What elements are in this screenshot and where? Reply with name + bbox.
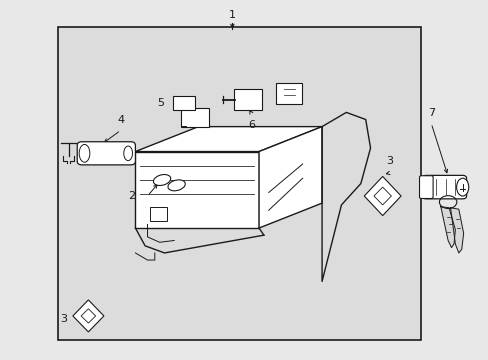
Polygon shape	[73, 300, 103, 332]
Text: 7: 7	[427, 108, 434, 118]
Polygon shape	[135, 127, 322, 152]
FancyBboxPatch shape	[180, 108, 209, 127]
Ellipse shape	[167, 180, 185, 191]
FancyBboxPatch shape	[422, 175, 466, 199]
Ellipse shape	[123, 146, 132, 161]
Polygon shape	[364, 176, 400, 216]
FancyBboxPatch shape	[77, 142, 135, 165]
Ellipse shape	[153, 175, 170, 185]
Text: 2: 2	[128, 191, 135, 201]
Bar	[58, 27, 421, 340]
Text: 3: 3	[386, 156, 393, 166]
Text: 5: 5	[157, 99, 164, 108]
Text: 4: 4	[117, 115, 124, 125]
Polygon shape	[135, 152, 259, 228]
Text: 3: 3	[61, 315, 67, 324]
FancyBboxPatch shape	[276, 83, 301, 104]
FancyBboxPatch shape	[233, 89, 262, 109]
FancyBboxPatch shape	[419, 176, 432, 198]
Polygon shape	[440, 207, 454, 248]
Text: 6: 6	[248, 120, 255, 130]
Polygon shape	[449, 208, 463, 253]
Ellipse shape	[79, 144, 90, 162]
FancyBboxPatch shape	[173, 96, 194, 109]
Polygon shape	[259, 127, 322, 228]
Ellipse shape	[456, 178, 468, 196]
Bar	[150, 207, 166, 221]
Text: 1: 1	[228, 9, 235, 19]
